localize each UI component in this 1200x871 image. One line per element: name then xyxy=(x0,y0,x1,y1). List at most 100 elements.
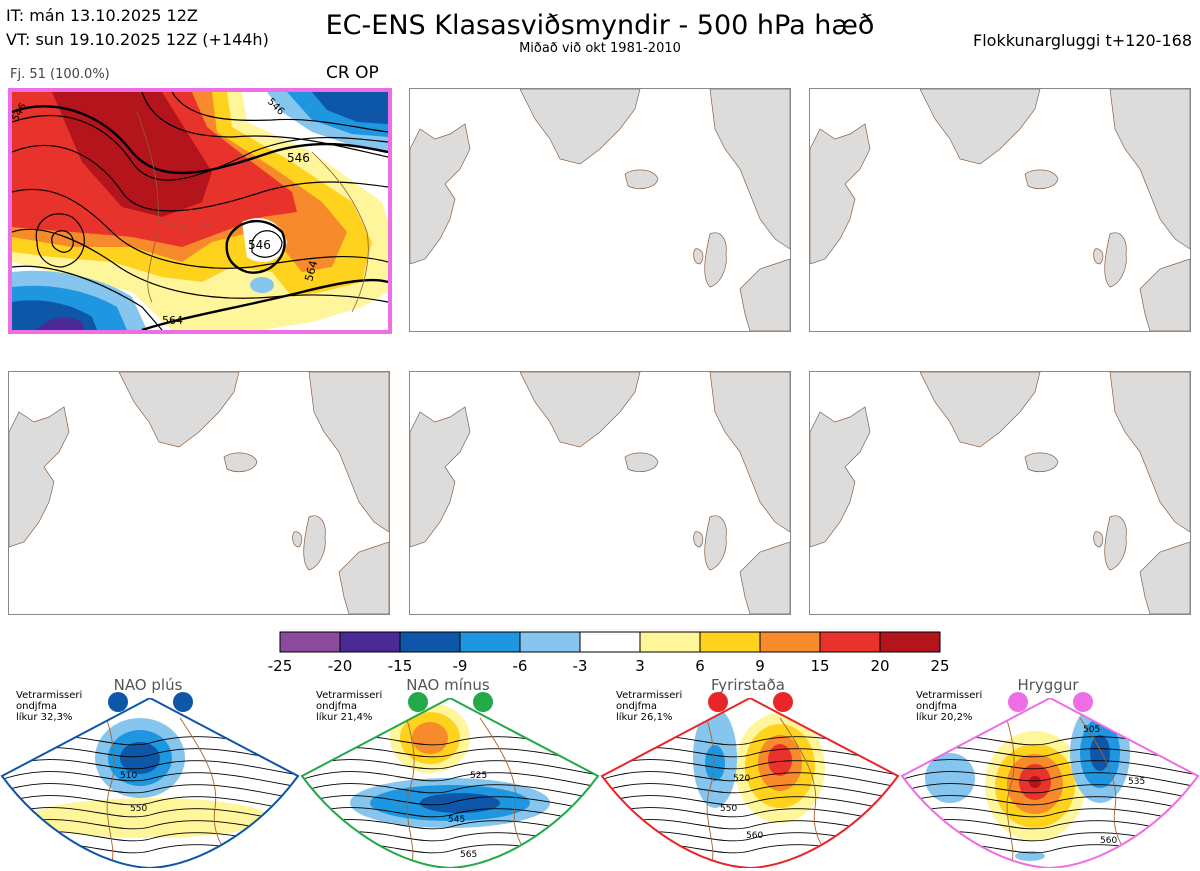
height-contour xyxy=(902,807,1198,826)
height-contour xyxy=(302,783,598,802)
contour-label: 564 xyxy=(302,259,320,283)
cutoff-low-area xyxy=(242,218,287,262)
blank-map xyxy=(9,372,389,614)
height-contour xyxy=(902,783,1198,802)
contour-label: 564 xyxy=(162,314,183,327)
anomaly-positive xyxy=(768,744,792,776)
cluster-member-count: Fj. 51 (100.0%) xyxy=(10,67,110,82)
colorbar-tick-label: -9 xyxy=(452,657,468,675)
colorbar-swatch xyxy=(759,631,821,653)
colorbar-tick-label: -25 xyxy=(267,657,293,675)
regime-contour-label: 535 xyxy=(1128,777,1145,787)
anomaly-negative xyxy=(1090,735,1110,771)
regime-contour-label: 510 xyxy=(120,771,137,781)
anomaly-neg-9-15 xyxy=(312,92,388,124)
regime-frame xyxy=(900,698,1200,868)
height-contour xyxy=(2,771,298,790)
height-contour xyxy=(2,795,298,814)
colorbar-tick-label: -3 xyxy=(572,657,588,675)
colorbar-swatch xyxy=(639,631,701,653)
height-contour xyxy=(602,759,898,778)
colorbar-swatch xyxy=(339,631,401,653)
height-contour xyxy=(602,843,898,862)
cluster-map-6[interactable] xyxy=(809,371,1191,615)
regime-contour-label: 525 xyxy=(470,771,487,781)
anomaly-negative xyxy=(120,742,160,774)
regime-contour-label: 550 xyxy=(720,804,737,814)
cluster-map-5[interactable] xyxy=(409,371,791,615)
regime-contour-label: 545 xyxy=(448,815,465,825)
anomaly-20-25 xyxy=(52,92,212,217)
regime-contour-label: 565 xyxy=(460,850,477,860)
regime-contour-label: 560 xyxy=(1100,836,1117,846)
height-contour xyxy=(2,807,298,826)
anomaly-negative xyxy=(925,753,975,803)
height-contour xyxy=(602,807,898,826)
cluster-map-4[interactable] xyxy=(8,371,390,615)
bold-contours xyxy=(12,105,388,330)
regime-probability: Vetrarmisseri ondjfma líkur 21,4% xyxy=(316,690,383,723)
cluster-map-1[interactable]: 546 546 564 564 546 546 xyxy=(8,88,392,334)
initial-time: IT: mán 13.10.2025 12Z xyxy=(6,6,198,25)
height-contour xyxy=(602,795,898,814)
height-contour xyxy=(902,795,1198,814)
regime-map: 520 550 560 xyxy=(600,698,900,868)
height-contour xyxy=(302,831,598,850)
regime-title: Hryggur xyxy=(1017,676,1079,694)
anomaly-negative xyxy=(420,793,500,813)
height-contour xyxy=(2,759,298,778)
colorbar-swatch xyxy=(879,631,941,653)
anomaly-negative xyxy=(705,745,725,781)
colorbar-swatch xyxy=(699,631,761,653)
regime-title: NAO plús xyxy=(113,676,183,694)
regime-contour-label: 505 xyxy=(1083,725,1100,735)
regime-contour-label: 560 xyxy=(746,831,763,841)
height-contour xyxy=(302,807,598,826)
regime-title: NAO mínus xyxy=(406,676,490,694)
regime-marker-dot xyxy=(173,692,193,712)
anomaly-positive xyxy=(30,798,270,838)
regime-probability: Vetrarmisseri ondjfma líkur 20,2% xyxy=(916,690,983,723)
cluster-map-3[interactable] xyxy=(809,88,1191,332)
colorbar-swatch xyxy=(459,631,521,653)
regime-contour-label: 550 xyxy=(130,804,147,814)
anomaly-neg-sw-core xyxy=(37,317,84,330)
regime-map: 505 535 560 xyxy=(900,698,1200,868)
regime-marker-dot xyxy=(1073,692,1093,712)
regime-map: 525 545 565 xyxy=(300,698,600,868)
height-contour xyxy=(302,795,598,814)
height-contour xyxy=(302,843,598,862)
colorbar-tick-label: 9 xyxy=(755,657,765,675)
regime-marker-dot xyxy=(1008,692,1028,712)
cluster-anomaly-map: 546 546 564 564 546 546 xyxy=(12,92,388,330)
blank-map xyxy=(410,89,790,331)
colorbar-swatch xyxy=(399,631,461,653)
regime-contour-label: 520 xyxy=(733,774,750,784)
page-subtitle: Miðað við okt 1981-2010 xyxy=(519,41,681,56)
classification-window: Flokkunargluggi t+120-168 xyxy=(973,31,1192,50)
anomaly-positive xyxy=(412,722,448,754)
colorbar-swatch xyxy=(279,631,341,653)
regime-marker-dot xyxy=(408,692,428,712)
page-title: EC-ENS Klasasviðsmyndir - 500 hPa hæð xyxy=(325,10,875,41)
regime-frame xyxy=(300,698,600,868)
valid-time: VT: sun 19.10.2025 12Z (+144h) xyxy=(6,30,269,49)
regime-probability: Vetrarmisseri ondjfma líkur 32,3% xyxy=(16,690,83,723)
height-contour xyxy=(602,783,898,802)
cluster-map-2[interactable] xyxy=(409,88,791,332)
height-contours xyxy=(12,92,388,330)
regime-probability: Vetrarmisseri ondjfma líkur 26,1% xyxy=(616,690,683,723)
anomaly-negative xyxy=(1015,851,1045,861)
height-contour xyxy=(2,783,298,802)
regime-map: 510 550 xyxy=(0,698,300,868)
anomaly-positive xyxy=(1029,776,1041,788)
cluster-tag: CR OP xyxy=(326,63,379,83)
coastlines xyxy=(136,111,369,313)
colorbar-tick-label: 20 xyxy=(870,657,890,675)
colorbar-tick-label: 3 xyxy=(635,657,645,675)
anomaly-neg-small xyxy=(250,277,274,293)
colorbar-tick-label: 15 xyxy=(810,657,830,675)
height-contour xyxy=(302,759,598,778)
height-contour xyxy=(902,843,1198,862)
colorbar-tick-label: -6 xyxy=(512,657,528,675)
